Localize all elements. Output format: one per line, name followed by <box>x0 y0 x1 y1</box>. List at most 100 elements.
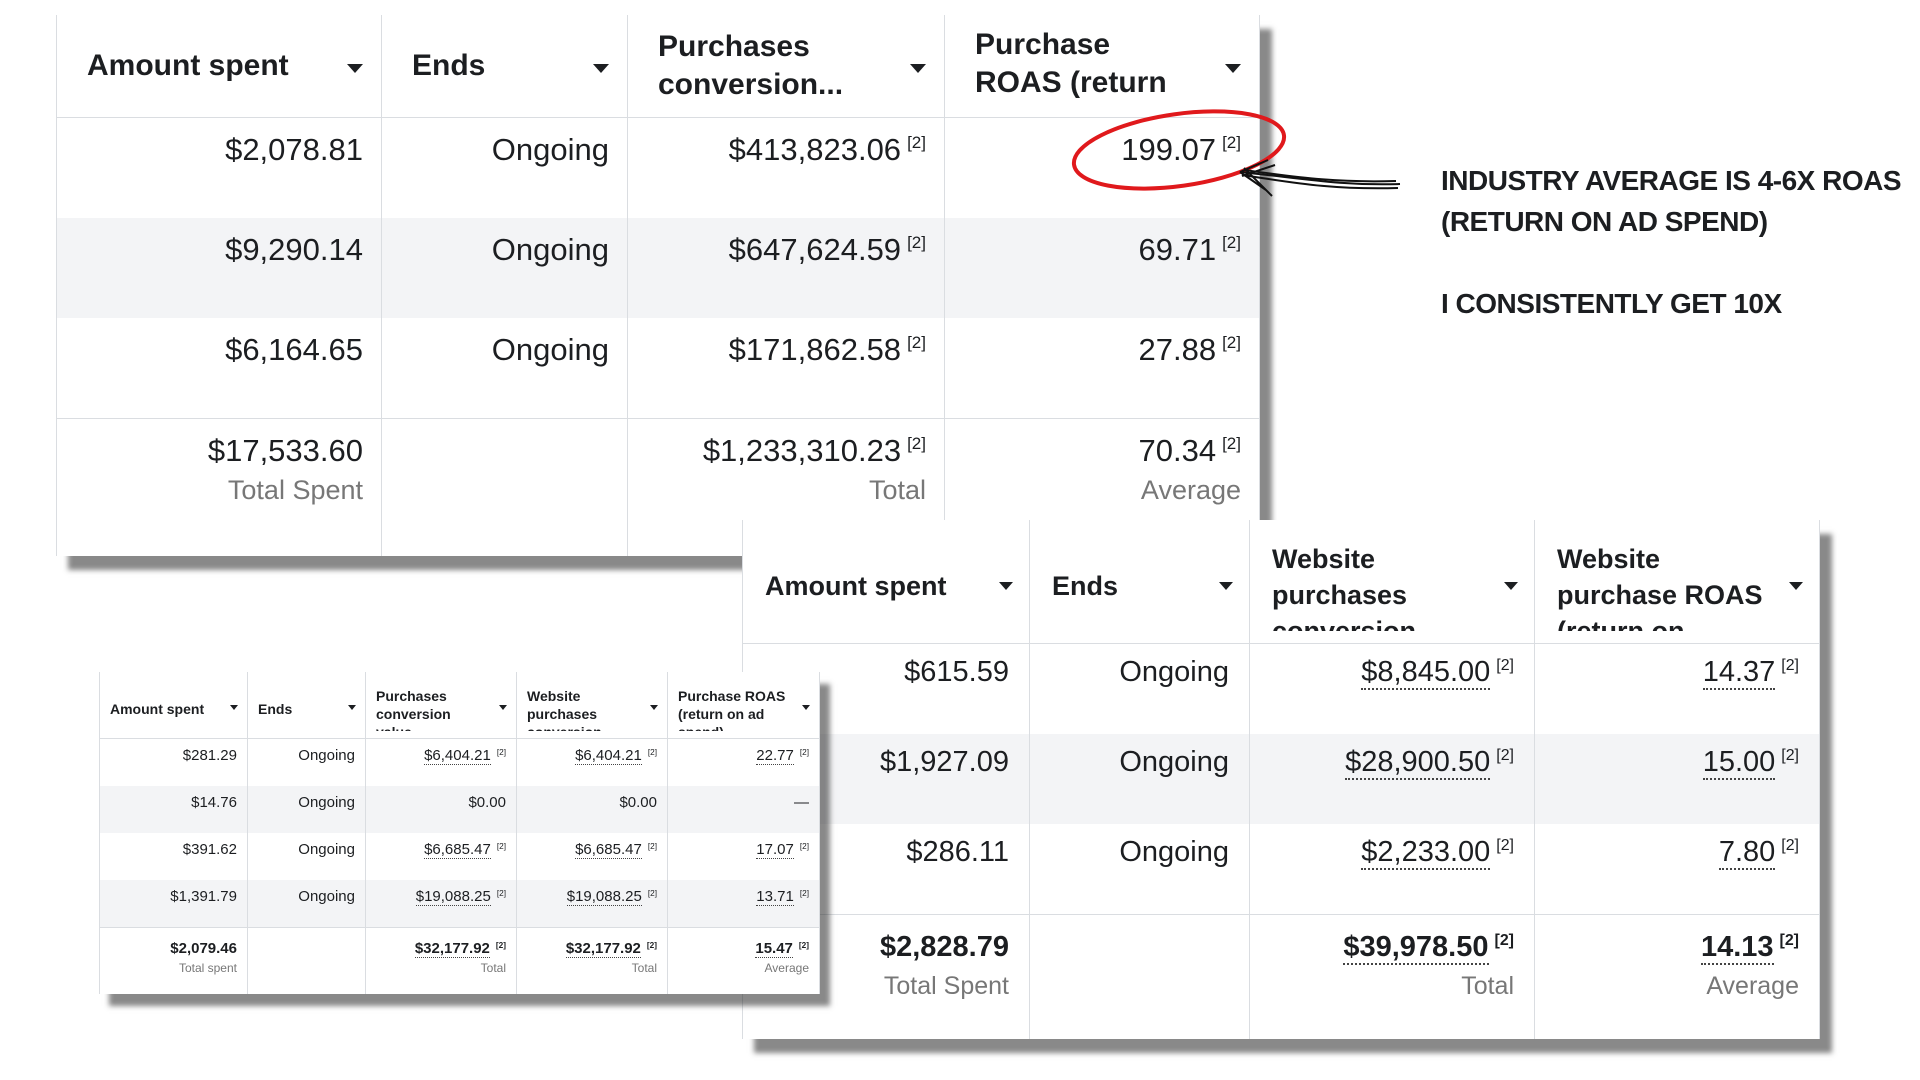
value: Ongoing <box>491 232 609 267</box>
cell-value: $8,845.00 [2] <box>1251 644 1534 690</box>
value: $1,391.79 <box>170 888 237 905</box>
value: $1,233,310.23 <box>702 433 902 468</box>
cell: $19,088.25 [2] <box>516 880 668 928</box>
cell-value: 70.34 [2] <box>946 419 1259 469</box>
cell: $2,078.81 <box>56 117 382 218</box>
cell-value: $286.11 <box>744 824 1029 869</box>
cell-value: $0.00 <box>367 786 516 811</box>
cell: $0.00 <box>365 786 517 833</box>
footnote: [2] <box>799 841 809 851</box>
cell-value: 14.13 [2] <box>1536 915 1819 965</box>
cell-value: Ongoing <box>383 318 627 368</box>
column-header[interactable]: Ends <box>247 672 366 739</box>
total-label: Total <box>868 475 926 505</box>
cell: $1,391.79 <box>99 880 248 928</box>
column-header[interactable]: Purchase ROAS (return on ad spend) <box>667 672 820 739</box>
cell: $9,290.14 <box>56 218 382 318</box>
column-header[interactable]: Purchases conversion... <box>627 15 945 118</box>
data-row: $286.11 Ongoing $2,233.00 [2] 7.80 [2] <box>742 824 1820 915</box>
column-header[interactable]: Website purchases conversion value <box>1249 520 1535 644</box>
cell-value: $32,177.92 [2] <box>367 928 516 958</box>
footnote: [2] <box>907 233 926 252</box>
header-label: Ends <box>412 49 486 82</box>
total-cell <box>247 927 366 994</box>
column-header[interactable]: Purchases conversion value <box>365 672 517 739</box>
value: $2,233.00 <box>1361 836 1491 870</box>
column-header[interactable]: Purchase ROAS (return on ad... <box>944 15 1260 118</box>
value: Ongoing <box>298 794 355 811</box>
cell: $281.29 <box>99 738 248 786</box>
cell-value: $6,404.21 [2] <box>367 739 516 765</box>
total-cell <box>381 418 628 556</box>
sort-caret <box>802 705 810 710</box>
cell-value: 199.07 [2] <box>946 118 1259 168</box>
footnote: [2] <box>1222 133 1241 152</box>
value: $19,088.25 <box>566 888 642 906</box>
cell: $6,404.21 [2] <box>365 738 517 786</box>
total-label: Total <box>480 961 506 975</box>
total-label: Total Spent <box>883 972 1009 1000</box>
cell: $6,685.47 [2] <box>516 833 668 880</box>
arrow <box>1239 159 1401 197</box>
data-row: $1,391.79 Ongoing $19,088.25 [2] $19,088.25 [… <box>99 880 820 928</box>
value: Ongoing <box>1119 656 1229 688</box>
value: $6,685.47 <box>575 841 642 859</box>
value: Ongoing <box>298 888 355 905</box>
annotation-line: INDUSTRY AVERAGE IS 4-6X ROAS (RETURN ON… <box>1441 165 1902 237</box>
cell-value: $0.00 <box>518 786 667 811</box>
value: 13.71 <box>756 888 794 906</box>
value: $19,088.25 <box>415 888 491 906</box>
value: $32,177.92 <box>565 940 641 958</box>
header-label: Amount spent <box>87 49 289 82</box>
cell-value: 22.77 [2] <box>669 739 819 765</box>
column-header[interactable]: Ends <box>1029 520 1250 644</box>
sort-caret <box>1225 64 1241 73</box>
data-row: $281.29 Ongoing $6,404.21 [2] $6,404.21 [2] 22… <box>99 738 820 786</box>
value: $2,828.79 <box>879 931 1009 963</box>
footnote: [2] <box>496 747 506 757</box>
column-header[interactable]: Amount spent <box>742 520 1030 644</box>
value: $6,404.21 <box>424 747 491 765</box>
value: 27.88 <box>1138 332 1217 367</box>
cell-value: 69.71 [2] <box>946 218 1259 268</box>
footnote: [2] <box>1781 657 1799 675</box>
table: Amount spent Ends Website purchases conver… <box>742 520 1820 1039</box>
footnote: [2] <box>647 888 657 898</box>
cell-value: $28,900.50 [2] <box>1251 734 1534 780</box>
cell-value: $6,164.65 <box>58 318 381 368</box>
column-header[interactable]: Ends <box>381 15 628 118</box>
table-panel: Amount spent Ends Website purchases conver… <box>742 520 1820 1039</box>
value: $39,978.50 <box>1343 931 1489 965</box>
header-label: Ends <box>258 701 293 717</box>
sort-caret <box>593 64 609 73</box>
column-header[interactable]: Website purchase ROAS (return on... <box>1534 520 1820 644</box>
footnote: [2] <box>1222 434 1241 453</box>
column-header[interactable]: Website purchases conversion value <box>516 672 668 739</box>
cell: $2,233.00 [2] <box>1249 824 1535 915</box>
cell-value: $32,177.92 [2] <box>518 928 667 958</box>
cell: $6,164.65 <box>56 318 382 419</box>
total-cell: $32,177.92 [2] Total <box>365 927 517 994</box>
value: 14.37 <box>1702 656 1776 690</box>
cell-value: — <box>669 786 819 811</box>
value: $28,900.50 <box>1345 746 1491 780</box>
header-label: Amount spent <box>110 701 205 717</box>
value: 22.77 <box>756 747 794 765</box>
column-header[interactable]: Amount spent <box>56 15 382 118</box>
value: 15.00 <box>1702 746 1776 780</box>
cell-value: $615.59 <box>744 644 1029 689</box>
cell: 22.77 [2] <box>667 738 820 786</box>
data-row: $2,078.81 Ongoing $413,823.06 [2] 199.07 [2] <box>56 117 1260 218</box>
cell-value: $9,290.14 <box>58 218 381 268</box>
value: $17,533.60 <box>207 433 363 468</box>
footnote: [2] <box>1496 657 1514 675</box>
footnote: [2] <box>1781 837 1799 855</box>
cell: $19,088.25 [2] <box>365 880 517 928</box>
data-row: $6,164.65 Ongoing $171,862.58 [2] 27.88 [2] <box>56 318 1260 419</box>
footnote: [2] <box>1779 932 1799 950</box>
table-body: $281.29 Ongoing $6,404.21 [2] $6,404.21 [2] 22… <box>99 738 820 994</box>
column-header[interactable]: Amount spent <box>99 672 248 739</box>
sort-caret <box>499 705 507 710</box>
value: 7.80 <box>1718 836 1776 870</box>
value: $8,845.00 <box>1361 656 1491 690</box>
